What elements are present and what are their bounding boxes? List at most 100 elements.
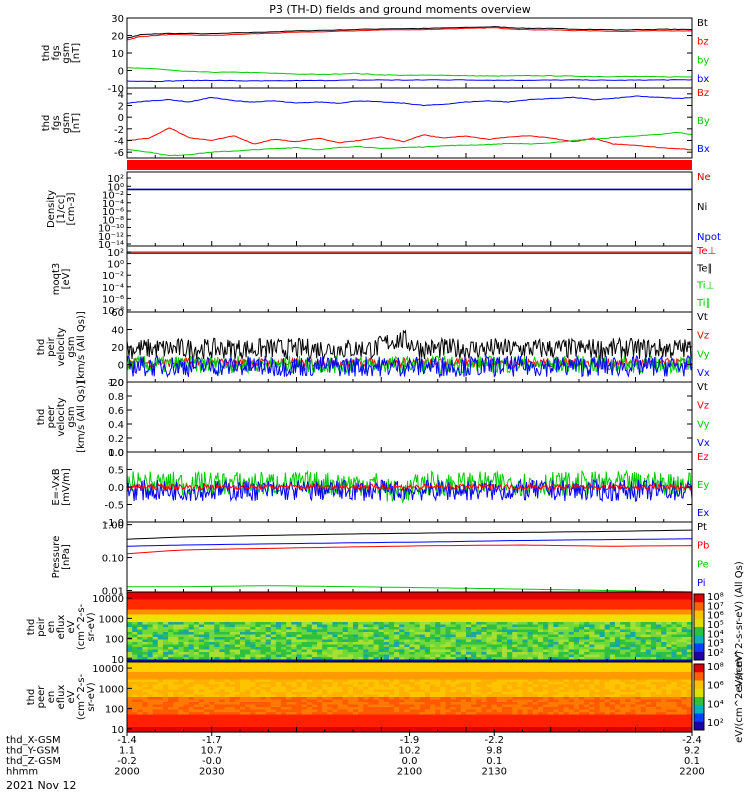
spectrogram-cell <box>435 599 441 603</box>
spectrogram-cell <box>584 642 590 646</box>
spectrogram-cell <box>676 604 683 608</box>
spectrogram-cell <box>353 727 359 731</box>
spectrogram-cell <box>645 617 652 621</box>
spectrogram-cell <box>157 649 164 653</box>
spectrogram-cell <box>250 647 257 651</box>
spectrogram-cell <box>168 689 174 693</box>
spectrogram-cell <box>589 632 596 636</box>
spectrogram-cell <box>229 594 236 598</box>
spectrogram-cell <box>358 649 364 653</box>
spectrogram-cell <box>553 652 560 656</box>
spectrogram-cell <box>383 592 390 596</box>
spectrogram-cell <box>368 639 375 643</box>
spectrogram-cell <box>394 637 400 641</box>
spectrogram-cell <box>322 647 328 651</box>
spectrogram-cell <box>219 592 226 596</box>
spectrogram-cell <box>296 692 303 696</box>
spectrogram-cell <box>306 604 313 608</box>
spectrogram-cell <box>178 657 185 661</box>
spectrogram-cell <box>388 599 395 603</box>
spectrogram-cell <box>317 617 323 621</box>
spectrogram-cell <box>522 622 529 626</box>
spectrogram-cell <box>466 654 472 658</box>
spectrogram-cell <box>173 599 179 603</box>
spectrogram-cell <box>666 592 673 596</box>
spectrogram-cell <box>291 634 298 638</box>
spectrogram-cell <box>147 659 154 663</box>
spectrogram-cell <box>255 689 262 693</box>
spectrogram-cell <box>681 652 688 656</box>
spectrogram-cell <box>368 724 375 728</box>
spectrogram-cell <box>599 622 606 626</box>
spectrogram-cell <box>229 659 236 663</box>
y-tick-label: 10² <box>107 174 124 185</box>
spectrogram-cell <box>666 617 673 621</box>
spectrogram-cell <box>311 637 318 641</box>
spectrogram-cell <box>512 637 518 641</box>
spectrogram-cell <box>152 637 159 641</box>
spectrogram-cell <box>358 684 364 688</box>
spectrogram-cell <box>553 612 560 616</box>
spectrogram-cell <box>157 697 164 701</box>
spectrogram-cell <box>137 609 144 613</box>
spectrogram-cell <box>250 617 257 621</box>
spectrogram-cell <box>286 667 292 671</box>
spectrogram-cell <box>609 624 616 628</box>
spectrogram-cell <box>255 702 262 706</box>
spectrogram-cell <box>142 652 149 656</box>
spectrogram-cell <box>265 669 272 673</box>
spectrogram-cell <box>311 619 318 623</box>
spectrogram-cell <box>188 599 195 603</box>
spectrogram-cell <box>455 617 462 621</box>
spectrogram-cell <box>460 654 467 658</box>
spectrogram-cell <box>291 717 298 721</box>
spectrogram-cell <box>327 647 334 651</box>
spectrogram-cell <box>198 669 205 673</box>
spectrogram-cell <box>204 722 210 726</box>
spectrogram-cell <box>368 699 375 703</box>
spectrogram-cell <box>317 689 323 693</box>
spectrogram-cell <box>193 682 200 686</box>
spectrogram-cell <box>491 619 498 623</box>
spectrogram-cell <box>676 649 683 653</box>
spectrogram-cell <box>132 707 138 711</box>
spectrogram-cell <box>234 707 241 711</box>
spectrogram-cell <box>296 662 303 666</box>
spectrogram-cell <box>168 722 174 726</box>
spectrogram-cell <box>435 649 441 653</box>
spectrogram-cell <box>394 607 400 611</box>
spectrogram-cell <box>311 702 318 706</box>
spectrogram-cell <box>640 637 647 641</box>
spectrogram-cell <box>317 644 323 648</box>
spectrogram-cell <box>471 612 477 616</box>
spectrogram-cell <box>635 612 642 616</box>
spectrogram-cell <box>368 694 375 698</box>
spectrogram-cell <box>573 592 580 596</box>
spectrogram-cell <box>286 729 292 733</box>
spectrogram-cell <box>291 614 298 618</box>
spectrogram-cell <box>250 634 257 638</box>
spectrogram-cell <box>337 702 344 706</box>
spectrogram-cell <box>240 647 246 651</box>
spectrogram-cell <box>152 602 159 606</box>
spectrogram-cell <box>240 642 246 646</box>
spectrogram-cell <box>368 687 375 691</box>
spectrogram-cell <box>579 647 585 651</box>
spectrogram-cell <box>548 634 554 638</box>
spectrogram-cell <box>568 609 575 613</box>
spectrogram-cell <box>311 634 318 638</box>
spectrogram-cell <box>245 592 251 596</box>
spectrogram-cell <box>363 642 370 646</box>
spectrogram-cell <box>234 672 241 676</box>
spectrogram-cell <box>234 592 241 596</box>
spectrogram-cell <box>609 592 616 596</box>
spectrogram-cell <box>368 679 375 683</box>
spectrogram-cell <box>260 654 267 658</box>
spectrogram-cell <box>353 674 359 678</box>
spectrogram-cell <box>322 602 328 606</box>
y-axis-label-line: (cm^2-s- <box>76 603 87 650</box>
spectrogram-cell <box>496 659 503 663</box>
spectrogram-cell <box>455 659 462 663</box>
spectrogram-cell <box>625 619 631 623</box>
